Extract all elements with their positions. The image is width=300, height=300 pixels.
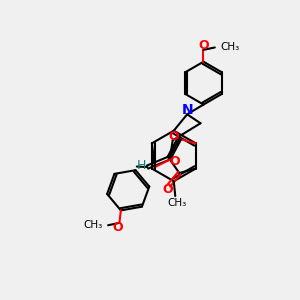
Text: H: H [136, 159, 146, 172]
Text: CH₃: CH₃ [83, 220, 103, 230]
Text: O: O [162, 183, 173, 196]
Text: O: O [169, 130, 179, 143]
Text: CH₃: CH₃ [167, 198, 186, 208]
Text: N: N [182, 103, 193, 117]
Text: O: O [198, 39, 209, 52]
Text: O: O [112, 221, 123, 234]
Text: O: O [170, 154, 180, 168]
Text: CH₃: CH₃ [220, 43, 239, 52]
